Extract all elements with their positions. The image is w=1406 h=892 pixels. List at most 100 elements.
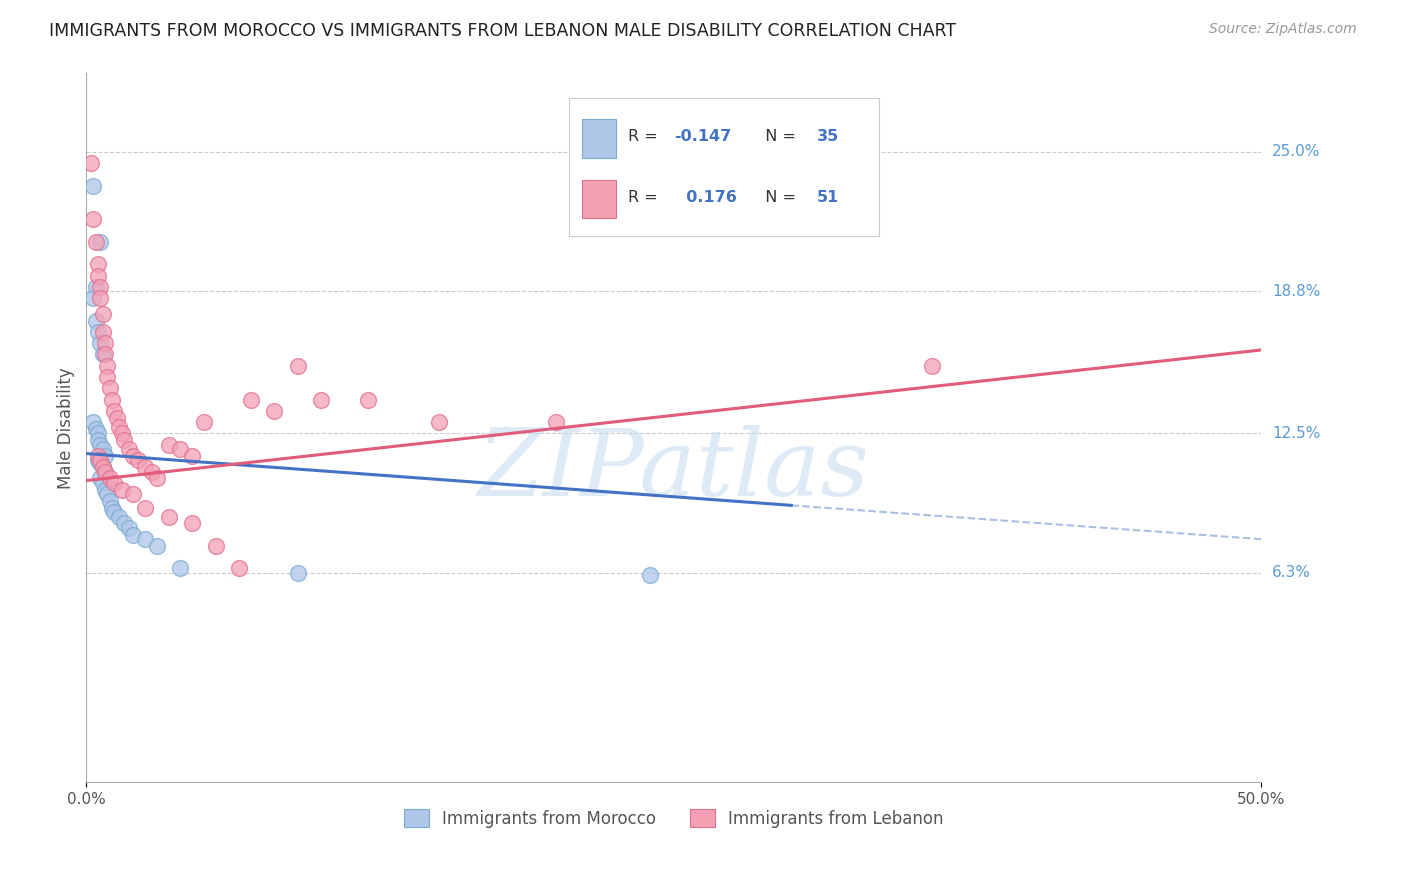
Y-axis label: Male Disability: Male Disability <box>58 367 75 489</box>
Point <box>117 521 139 535</box>
Point <box>103 475 125 490</box>
Point <box>108 419 131 434</box>
Point <box>141 465 163 479</box>
Point <box>91 460 114 475</box>
Point <box>91 347 114 361</box>
Point <box>91 460 114 475</box>
Point <box>204 539 226 553</box>
Point <box>82 291 104 305</box>
Point <box>311 392 333 407</box>
Point <box>134 532 156 546</box>
Point <box>98 471 121 485</box>
Text: N =: N = <box>755 190 801 205</box>
FancyBboxPatch shape <box>582 119 616 158</box>
Point <box>89 437 111 451</box>
Text: R =: R = <box>628 129 664 145</box>
Point <box>134 500 156 515</box>
Point <box>427 415 450 429</box>
Point <box>96 487 118 501</box>
Point <box>94 483 117 497</box>
Point <box>98 493 121 508</box>
Text: 35: 35 <box>817 129 839 145</box>
Point <box>91 475 114 490</box>
Point <box>108 509 131 524</box>
Text: IMMIGRANTS FROM MOROCCO VS IMMIGRANTS FROM LEBANON MALE DISABILITY CORRELATION C: IMMIGRANTS FROM MOROCCO VS IMMIGRANTS FR… <box>49 22 956 40</box>
Point <box>169 442 191 456</box>
Point <box>98 381 121 395</box>
Text: 18.8%: 18.8% <box>1272 284 1320 299</box>
Text: N =: N = <box>755 129 801 145</box>
Legend: Immigrants from Morocco, Immigrants from Lebanon: Immigrants from Morocco, Immigrants from… <box>398 803 950 834</box>
Point <box>287 566 309 580</box>
Point <box>181 449 204 463</box>
Text: 25.0%: 25.0% <box>1272 145 1320 160</box>
Point <box>263 404 285 418</box>
Point <box>921 359 943 373</box>
Point <box>87 426 110 441</box>
Point <box>91 325 114 339</box>
Point <box>638 568 661 582</box>
Point <box>122 449 145 463</box>
Point <box>89 280 111 294</box>
Point <box>82 415 104 429</box>
Point <box>82 212 104 227</box>
Text: 6.3%: 6.3% <box>1272 566 1312 581</box>
Point <box>87 325 110 339</box>
Point <box>94 336 117 351</box>
Point <box>110 426 132 441</box>
Point <box>96 359 118 373</box>
Point <box>82 178 104 193</box>
Point <box>122 487 145 501</box>
Point <box>134 460 156 475</box>
Point <box>228 561 250 575</box>
Point <box>84 314 107 328</box>
Point <box>89 291 111 305</box>
Point <box>89 336 111 351</box>
Point <box>357 392 380 407</box>
Text: -0.147: -0.147 <box>675 129 733 145</box>
Point <box>94 465 117 479</box>
Point <box>87 257 110 271</box>
Point <box>157 509 180 524</box>
FancyBboxPatch shape <box>582 179 616 219</box>
Text: Source: ZipAtlas.com: Source: ZipAtlas.com <box>1209 22 1357 37</box>
Point <box>103 505 125 519</box>
Point <box>127 453 149 467</box>
Point <box>80 156 103 170</box>
Text: ZIPatlas: ZIPatlas <box>478 425 870 516</box>
Point <box>84 422 107 436</box>
Point <box>89 471 111 485</box>
Point <box>101 500 124 515</box>
Point <box>239 392 262 407</box>
Point <box>87 433 110 447</box>
Point <box>91 307 114 321</box>
Point <box>110 483 132 497</box>
Text: 12.5%: 12.5% <box>1272 425 1320 441</box>
Point <box>94 449 117 463</box>
Text: 0.176: 0.176 <box>675 190 737 205</box>
Point <box>103 404 125 418</box>
Point <box>169 561 191 575</box>
Point <box>87 453 110 467</box>
Point <box>84 235 107 249</box>
Point <box>87 268 110 283</box>
Point <box>122 527 145 541</box>
Point <box>89 456 111 470</box>
Point <box>146 471 169 485</box>
Point <box>89 235 111 249</box>
Point <box>112 516 135 531</box>
Point <box>91 442 114 456</box>
Point <box>287 359 309 373</box>
Point <box>181 516 204 531</box>
Point <box>94 465 117 479</box>
Point <box>193 415 215 429</box>
Point <box>96 370 118 384</box>
Point <box>157 437 180 451</box>
Point <box>89 453 111 467</box>
Text: R =: R = <box>628 190 664 205</box>
Point <box>546 415 568 429</box>
Point <box>146 539 169 553</box>
Point <box>105 410 128 425</box>
Text: 51: 51 <box>817 190 839 205</box>
Point <box>117 442 139 456</box>
